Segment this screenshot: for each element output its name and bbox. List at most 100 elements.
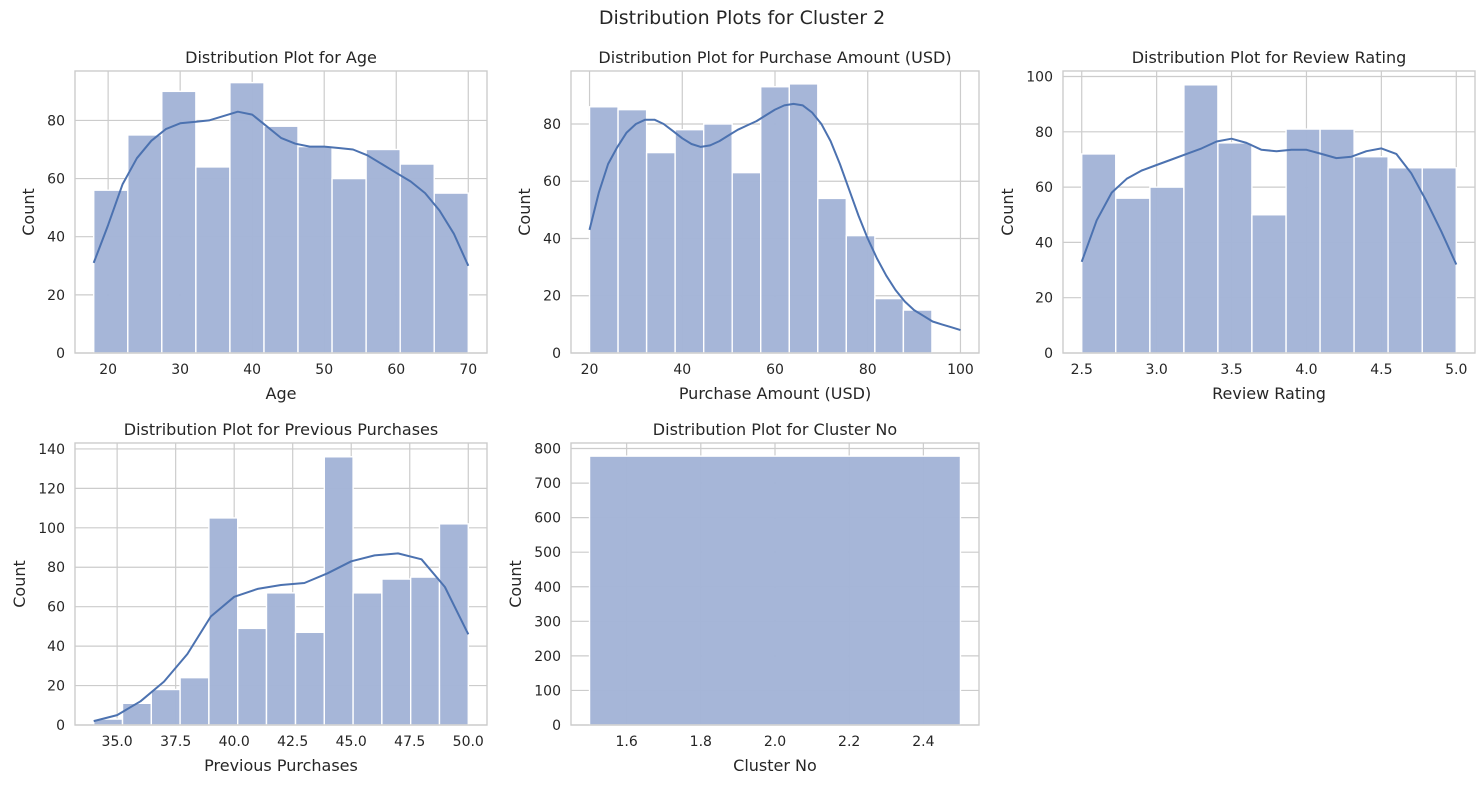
histogram-bar (902, 309, 933, 354)
y-tick-label: 20 (47, 288, 65, 304)
x-tick-label: 2.0 (764, 734, 786, 750)
x-tick-label: 60 (766, 362, 784, 378)
y-tick-label: 40 (543, 231, 561, 247)
figure-suptitle: Distribution Plots for Cluster 2 (599, 7, 885, 29)
y-tick-label: 700 (534, 476, 561, 492)
histogram-bar (845, 234, 876, 354)
subplot-2: 20 40 60 80 100 0 20 40 60 80 Distribution Plot fo… (515, 48, 980, 403)
y-tick-label: 300 (534, 614, 561, 630)
y-tick-label: 100 (1026, 70, 1053, 86)
y-tick-label: 80 (47, 113, 65, 129)
histogram-bar (1353, 156, 1389, 354)
histogram-bar (1149, 186, 1185, 354)
histogram-bar (1217, 142, 1253, 354)
subplot-title: Distribution Plot for Purchase Amount (U… (598, 48, 951, 67)
y-tick-label: 400 (534, 580, 561, 596)
y-tick-label: 140 (38, 442, 65, 458)
histogram-bar (588, 455, 962, 726)
y-tick-label: 60 (543, 174, 561, 190)
x-tick-label: 2.5 (1071, 362, 1093, 378)
histogram-bar (1115, 197, 1151, 354)
x-tick-label: 20 (99, 362, 117, 378)
x-tick-label: 50 (315, 362, 333, 378)
kde-line (93, 552, 470, 723)
y-tick-label: 100 (534, 683, 561, 699)
x-tick-label: 40.0 (219, 734, 250, 750)
histogram-bar (702, 123, 733, 354)
x-tick-label: 40 (673, 362, 691, 378)
y-tick-label: 120 (38, 481, 65, 497)
x-tick-label: 45.0 (336, 734, 367, 750)
subplot-1: 20 30 40 50 60 70 0 20 40 60 80 Distribution Plot f… (19, 48, 488, 403)
y-tick-label: 40 (1035, 235, 1053, 251)
histogram-bar (874, 297, 905, 354)
axes-frame (570, 442, 980, 726)
histogram-bar (179, 676, 210, 726)
x-tick-label: 42.5 (277, 734, 308, 750)
x-tick-label: 30 (171, 362, 189, 378)
axes-frame (74, 70, 488, 354)
x-tick-label: 3.0 (1146, 362, 1168, 378)
y-tick-label: 80 (543, 117, 561, 133)
y-tick-label: 60 (47, 172, 65, 188)
histogram-bar (1319, 128, 1355, 354)
histogram-bar (236, 627, 268, 726)
y-axis-label: Count (506, 560, 525, 608)
x-tick-label: 35.0 (102, 734, 133, 750)
axes-frame (570, 70, 980, 354)
y-tick-label: 60 (47, 600, 65, 616)
histogram-bar (645, 151, 676, 354)
x-tick-label: 40 (243, 362, 261, 378)
histogram-bar (1251, 214, 1287, 354)
histogram-bar (674, 128, 705, 354)
subplot-title: Distribution Plot for Previous Purchases (124, 420, 438, 439)
histogram-bar (588, 106, 619, 354)
x-tick-label: 50.0 (453, 734, 484, 750)
histogram-bar (263, 125, 299, 354)
subplot-3: 2.5 3.0 3.5 4.0 4.5 5.0 0 20 40 60 80 100 Distributi… (998, 48, 1476, 403)
histogram-bar (399, 163, 435, 354)
histogram-bar (617, 108, 648, 354)
x-tick-label: 37.5 (160, 734, 191, 750)
histogram-bar (208, 517, 239, 726)
histogram-bar (365, 148, 401, 354)
histogram-bar (760, 86, 790, 354)
x-axis-label: Cluster No (733, 756, 817, 775)
subplot-4: 35.0 37.5 40.0 42.5 45.0 47.5 50.0 0 20 40 60 80 100… (10, 420, 488, 775)
y-axis-label: Count (998, 188, 1017, 236)
x-tick-label: 20 (581, 362, 599, 378)
histogram-bar (409, 576, 441, 726)
histogram-bar (1285, 128, 1321, 354)
histogram-bar (1081, 153, 1117, 354)
x-axis-label: Review Rating (1212, 384, 1326, 403)
subplot-title: Distribution Plot for Cluster No (653, 420, 897, 439)
histogram-bar (381, 578, 412, 726)
y-tick-label: 0 (1044, 346, 1053, 362)
y-tick-label: 40 (47, 230, 65, 246)
x-tick-label: 4.5 (1370, 362, 1392, 378)
histogram-bar (352, 592, 383, 726)
x-tick-label: 2.4 (912, 734, 934, 750)
subplot-5: 1.6 1.8 2.0 2.2 2.4 0 100 200 300 400 500 600 700 800… (506, 420, 980, 775)
histogram-bar (150, 688, 181, 726)
y-tick-label: 100 (38, 521, 65, 537)
x-axis-label: Age (266, 384, 297, 403)
x-tick-label: 80 (859, 362, 877, 378)
histogram-bar (294, 631, 326, 726)
y-tick-label: 20 (543, 289, 561, 305)
histogram-bar (1387, 167, 1423, 354)
x-axis-label: Purchase Amount (USD) (679, 384, 871, 403)
y-tick-label: 0 (56, 346, 65, 362)
y-tick-label: 800 (534, 442, 561, 458)
histogram-bar (731, 171, 762, 354)
histogram-bar (323, 456, 354, 726)
histogram-bar (788, 83, 819, 354)
histogram-bar (195, 166, 231, 354)
subplot-title: Distribution Plot for Age (185, 48, 377, 67)
kde-line (92, 110, 470, 267)
y-axis-label: Count (515, 188, 534, 236)
subplot-title: Distribution Plot for Review Rating (1132, 48, 1407, 67)
y-tick-label: 40 (47, 639, 65, 655)
x-tick-label: 1.6 (616, 734, 638, 750)
